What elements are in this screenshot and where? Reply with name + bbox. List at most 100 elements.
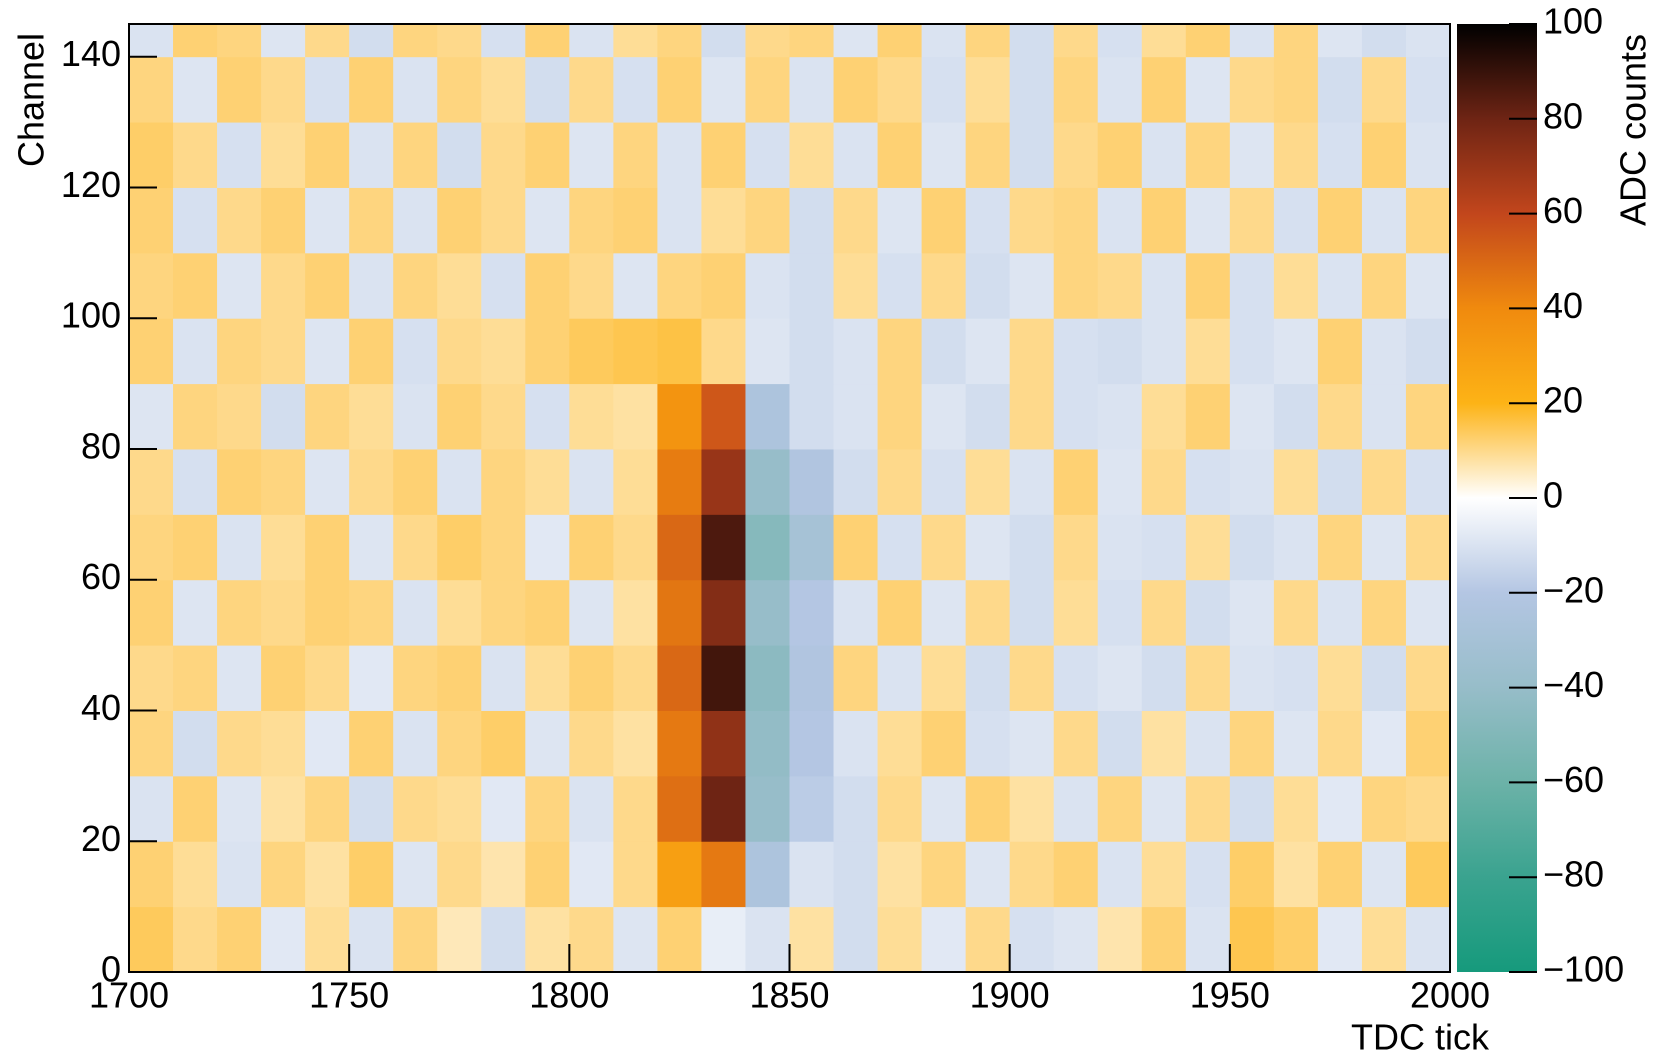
cell	[569, 383, 614, 450]
cell	[393, 906, 438, 973]
cell	[877, 514, 923, 581]
cell	[745, 383, 790, 450]
y-tick-label: 100	[61, 295, 121, 336]
cell	[1141, 187, 1187, 254]
cell	[1009, 122, 1055, 188]
cell	[525, 906, 570, 973]
cell	[1361, 448, 1407, 515]
cell	[921, 122, 967, 188]
cell	[1053, 56, 1099, 123]
cell	[1405, 579, 1451, 646]
colorbar-label: ADC counts	[1613, 34, 1654, 226]
cell	[481, 906, 526, 973]
cell	[437, 710, 482, 777]
cell	[877, 56, 923, 123]
cell	[1097, 841, 1143, 908]
cell	[1053, 514, 1099, 581]
cell	[1185, 514, 1231, 581]
cell	[129, 24, 174, 58]
colorbar-tick-label: 80	[1543, 95, 1583, 136]
cell	[1317, 252, 1363, 319]
cell	[437, 56, 482, 123]
cell	[1361, 24, 1407, 58]
cell	[525, 841, 570, 908]
cell	[877, 122, 923, 188]
cell	[261, 252, 306, 319]
cell	[745, 645, 790, 711]
cell	[657, 841, 702, 908]
cell	[393, 448, 438, 515]
cell	[217, 318, 262, 385]
cell	[1405, 122, 1451, 188]
cell	[789, 24, 835, 58]
cell	[1053, 841, 1099, 908]
cell	[1273, 448, 1319, 515]
cell	[525, 710, 570, 777]
cell	[173, 318, 218, 385]
cell	[305, 645, 350, 711]
colorbar-tick-label: −40	[1543, 664, 1604, 705]
cell	[305, 122, 350, 188]
cell	[1361, 775, 1407, 842]
cell	[657, 24, 702, 58]
cell	[745, 579, 790, 646]
cell	[481, 122, 526, 188]
cell	[569, 645, 614, 711]
cell	[613, 579, 658, 646]
cell	[1097, 448, 1143, 515]
cell	[525, 24, 570, 58]
cell	[129, 56, 174, 123]
cell	[1141, 24, 1187, 58]
cell	[745, 710, 790, 777]
y-tick-label: 80	[81, 425, 121, 466]
cell	[1405, 514, 1451, 581]
cell	[1097, 187, 1143, 254]
cell	[1273, 775, 1319, 842]
cell	[745, 187, 790, 254]
cell	[1273, 579, 1319, 646]
cell	[921, 841, 967, 908]
cell	[833, 906, 879, 973]
cell	[437, 318, 482, 385]
cell	[921, 775, 967, 842]
cell	[217, 906, 262, 973]
cell	[789, 645, 835, 711]
cell	[525, 383, 570, 450]
cell	[1317, 906, 1363, 973]
cell	[657, 514, 702, 581]
cell	[261, 841, 306, 908]
cell	[657, 448, 702, 515]
cell	[613, 318, 658, 385]
cell	[877, 645, 923, 711]
cell	[217, 187, 262, 254]
cell	[1053, 318, 1099, 385]
cell	[1317, 187, 1363, 254]
cell	[657, 775, 702, 842]
cell	[393, 841, 438, 908]
cell	[217, 775, 262, 842]
cell	[481, 24, 526, 58]
cell	[1405, 710, 1451, 777]
cell	[1185, 56, 1231, 123]
cell	[349, 579, 394, 646]
cell	[921, 56, 967, 123]
cell	[1405, 906, 1451, 973]
colorbar-tick-label: 100	[1543, 1, 1603, 42]
cell	[1273, 841, 1319, 908]
cell	[217, 579, 262, 646]
cell	[965, 710, 1011, 777]
cell	[745, 252, 790, 319]
cell	[305, 383, 350, 450]
cell	[437, 187, 482, 254]
cell	[217, 514, 262, 581]
y-tick-label: 0	[101, 949, 121, 990]
cell	[437, 645, 482, 711]
cell	[789, 252, 835, 319]
cell	[1097, 252, 1143, 319]
cell	[613, 56, 658, 123]
cell	[1009, 645, 1055, 711]
cell	[261, 187, 306, 254]
cell	[129, 710, 174, 777]
cell	[877, 906, 923, 973]
